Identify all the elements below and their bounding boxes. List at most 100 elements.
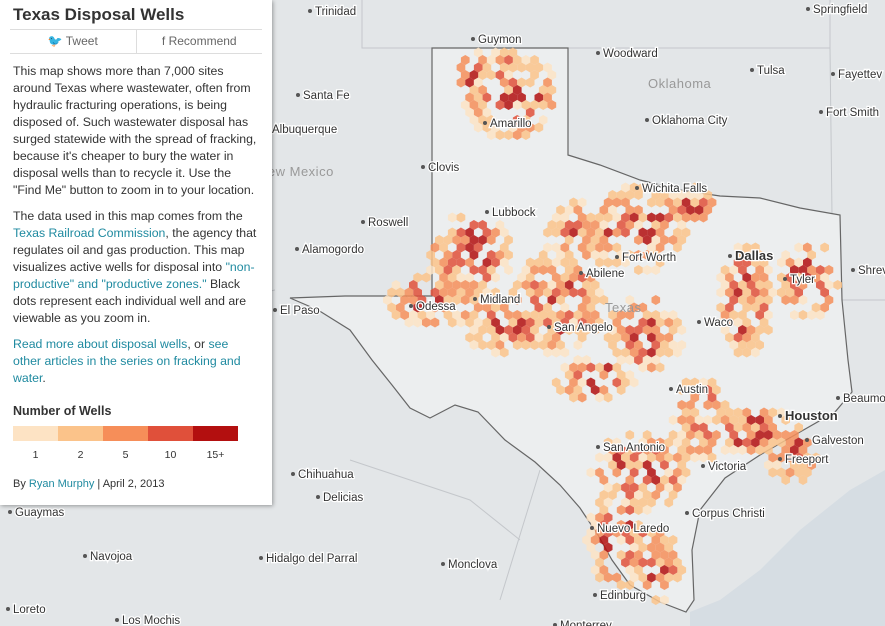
hexbin [582, 280, 591, 290]
city-dot [296, 93, 300, 97]
hexbin [443, 250, 453, 260]
hexbin [621, 557, 630, 568]
hexbin [530, 295, 539, 305]
hexbin [647, 332, 656, 343]
hexbin [642, 505, 652, 515]
hexbin [551, 227, 561, 238]
hexbin [551, 377, 561, 388]
recommend-label[interactable]: Recommend [168, 34, 237, 48]
hexbin [729, 310, 739, 320]
hexbin [720, 445, 730, 455]
hexbin [452, 310, 461, 320]
hexbin [664, 497, 674, 508]
hexbin [564, 220, 574, 230]
hexbin [556, 250, 565, 260]
hexbin [486, 70, 496, 80]
hexbin [634, 490, 643, 500]
hexbin [755, 280, 764, 290]
hexbin [755, 445, 764, 455]
city-dot [750, 68, 754, 72]
link[interactable]: Texas Railroad Commission [13, 226, 166, 240]
hexbin [651, 445, 661, 455]
hexbin [560, 302, 570, 313]
recommend-button[interactable]: f Recommend [135, 30, 263, 53]
hexbin [677, 220, 687, 230]
hexbin [460, 100, 470, 110]
author-link[interactable]: Ryan Murphy [28, 478, 95, 490]
hexbin [707, 392, 717, 403]
hexbin [465, 287, 474, 298]
hexbin [798, 280, 808, 290]
hexbin [599, 370, 609, 380]
hexbin [504, 250, 513, 260]
hexbin [413, 302, 422, 313]
hexbin [742, 422, 752, 433]
tweet-button[interactable]: 🐦 Tweet [47, 34, 98, 48]
hexbin [764, 415, 773, 425]
city-label: Santa Fe [303, 90, 350, 102]
hexbin [703, 430, 713, 440]
legend-swatches [13, 426, 259, 441]
hexbin [798, 445, 808, 455]
hexbin [525, 287, 535, 298]
hexbin [634, 265, 643, 275]
link[interactable]: see other articles in the series on frac… [13, 337, 241, 385]
hexbin [742, 242, 752, 253]
hexbin [478, 85, 487, 95]
hexbin [577, 287, 587, 298]
hexbin [764, 295, 773, 305]
hexbin [794, 242, 803, 253]
hexbin [651, 490, 661, 500]
hexbin [651, 325, 661, 335]
hexbin [499, 347, 509, 358]
hexbin [430, 257, 440, 268]
hexbin [551, 242, 561, 253]
hexbins [383, 47, 842, 605]
hexbin [625, 190, 635, 200]
hexbin [538, 115, 548, 125]
hexbin [677, 400, 687, 410]
city-label: Monclova [448, 559, 498, 571]
hexbin [638, 212, 648, 223]
hexbin [612, 527, 622, 538]
legend-swatch [103, 426, 148, 441]
hexbin [508, 62, 518, 73]
hexbin [469, 115, 479, 125]
hexbin [482, 317, 492, 328]
city-label: Fayettev [838, 69, 882, 81]
hexbin [538, 310, 548, 320]
hexbin [634, 250, 643, 260]
hexbin [751, 257, 760, 268]
tweet-label[interactable]: Tweet [65, 34, 98, 48]
hexbin [751, 287, 760, 298]
link[interactable]: Read more about disposal wells [13, 337, 188, 351]
hexbin [621, 197, 630, 208]
hexbin [582, 355, 591, 365]
hexbin [491, 317, 500, 328]
hexbin [794, 422, 803, 433]
hexbin [694, 415, 704, 425]
hexbin [569, 362, 578, 373]
hexbin [794, 272, 803, 283]
hexbin [642, 460, 652, 470]
hexbin [655, 362, 665, 373]
hexbin [525, 77, 535, 88]
hexbin [612, 572, 622, 583]
hexbin [586, 317, 596, 328]
hexbin [785, 287, 795, 298]
city-label: Guaymas [15, 507, 64, 519]
hexbin [642, 475, 652, 485]
link[interactable]: "non-productive" and "productive zones." [13, 260, 255, 291]
labels: Oklahoma New Mexico Texas Trinidad Springfie… [6, 3, 885, 626]
hexbin [673, 347, 682, 358]
hexbin [465, 107, 474, 118]
hexbin [435, 280, 444, 290]
hexbin [629, 527, 639, 538]
hexbin [686, 445, 695, 455]
hexbin [625, 520, 635, 530]
hexbin [616, 535, 626, 545]
hexbin [595, 257, 604, 268]
hexbin [664, 542, 674, 553]
hexbin [690, 182, 700, 193]
city-label: Amarillo [490, 118, 532, 130]
